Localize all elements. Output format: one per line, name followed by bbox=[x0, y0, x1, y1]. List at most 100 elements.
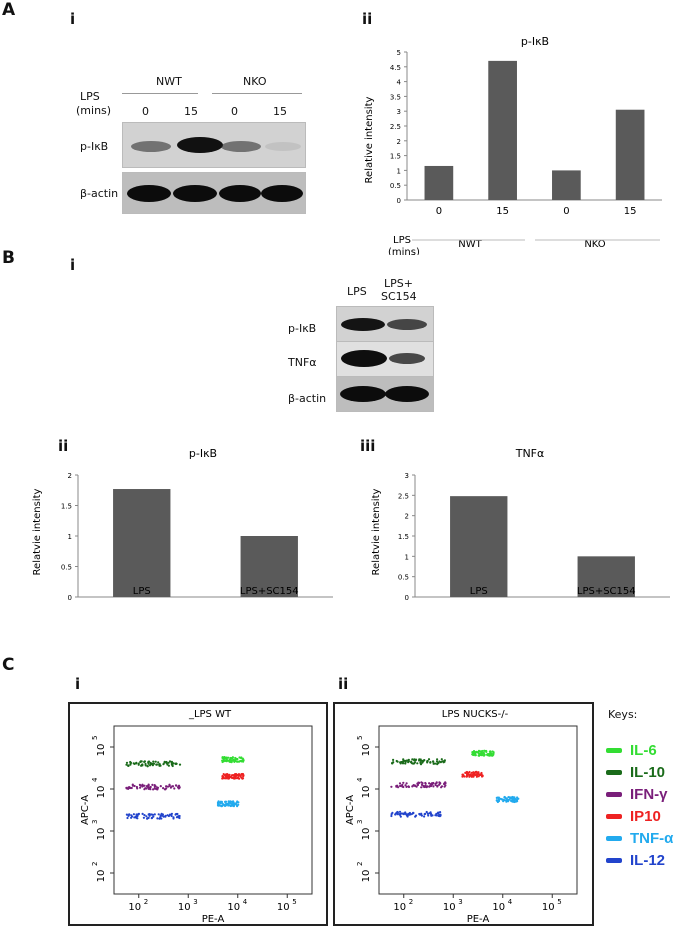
blot-a-actin-strip bbox=[122, 172, 306, 214]
flow-plot-i-event-dot bbox=[132, 762, 135, 765]
flow-plot-i-event-dot bbox=[235, 774, 238, 777]
flow-plot-ii-event-dot bbox=[394, 813, 397, 816]
flow-plot-i-event-dot bbox=[163, 760, 166, 763]
flow-plot-ii-event-dot bbox=[435, 812, 438, 815]
keys-title: Keys: bbox=[608, 708, 638, 721]
flow-plot-ii-event-dot bbox=[436, 758, 439, 761]
flow-plot-i-ytick-label: 10 bbox=[96, 870, 107, 883]
flow-plot-ii-xtick-label: 10 bbox=[492, 902, 505, 913]
flow-plot-i-event-dot bbox=[176, 815, 179, 818]
flow-plot-ii-event-dot bbox=[414, 758, 418, 761]
flow-plot-i-event-dot bbox=[221, 804, 224, 807]
flow-plot-i-event-dot bbox=[223, 756, 226, 759]
flow-plot-ii-xtick-label: 10 bbox=[443, 902, 456, 913]
flow-plot-ii-event-dot bbox=[433, 762, 437, 765]
flow-plot-ii-event-dot bbox=[425, 786, 428, 789]
flow-plot-i-event-dot bbox=[231, 759, 234, 762]
flow-plot-i-event-dot bbox=[126, 816, 129, 820]
key-swatch bbox=[606, 791, 622, 797]
chart-a-ii-xprefix2: (mins) bbox=[388, 247, 420, 255]
flow-plot-ii-event-dot bbox=[421, 759, 424, 762]
flow-plot-i-event-dot bbox=[125, 763, 128, 766]
panel-letter-b: B bbox=[2, 248, 15, 268]
flow-plot-i-event-dot bbox=[149, 785, 152, 789]
flow-plot-ii-event-dot bbox=[480, 773, 483, 776]
flow-plot-i-event-dot bbox=[173, 787, 176, 790]
flow-plot-i-event-dot bbox=[156, 786, 159, 789]
flow-plot-i-event-dot bbox=[167, 764, 170, 767]
flow-plot-ii-event-dot bbox=[404, 762, 407, 765]
flow-plot-i-event-dot bbox=[236, 777, 239, 780]
flow-plot-i-event-dot bbox=[135, 813, 138, 816]
flow-plot-ii-event-dot bbox=[435, 760, 439, 763]
flow-plot-i-event-dot bbox=[229, 759, 232, 762]
flow-plot-ii-event-dot bbox=[505, 797, 508, 800]
flow-plot-i-event-dot bbox=[133, 816, 136, 819]
flow-plot-i-event-dot bbox=[223, 777, 226, 780]
flow-plot-ii-event-dot bbox=[468, 773, 471, 776]
key-swatch bbox=[606, 769, 622, 775]
flow-plot-ii-event-dot bbox=[413, 761, 417, 764]
flow-plot-ii-event-dot bbox=[426, 812, 429, 815]
flow-plot-i-event-dot bbox=[147, 784, 150, 787]
flow-plot-i-event-dot bbox=[146, 765, 149, 768]
flow-plot-i-xtick-exp: 2 bbox=[144, 898, 148, 906]
flow-plot-i-event-dot bbox=[143, 760, 146, 763]
flow-plot-i-event-dot bbox=[227, 777, 230, 780]
flow-plot-i-event-dot bbox=[225, 803, 228, 807]
flow-plot-i-event-dot bbox=[156, 817, 159, 820]
chart-b-ii-bar bbox=[240, 536, 298, 597]
flow-plot-ii-event-dot bbox=[428, 812, 431, 815]
chart-a-ii-category-label: 0 bbox=[436, 206, 442, 217]
chart-b-iii-ytick-label: 1.5 bbox=[398, 533, 409, 541]
flow-plot-ii-plot-area bbox=[378, 725, 578, 895]
flow-plot-i-event-dot bbox=[223, 759, 226, 762]
flow-plot-ii-xlabel: PE-A bbox=[467, 914, 490, 922]
flow-plot-i-event-dot bbox=[168, 784, 171, 787]
blot-b-pikb-strip bbox=[336, 306, 434, 342]
flow-plot-ii-event-dot bbox=[401, 783, 404, 786]
chart-b-iii-ytick-label: 3 bbox=[405, 472, 409, 480]
flow-plot-ii-event-dot bbox=[399, 784, 402, 788]
key-label: TNF-α bbox=[630, 829, 674, 847]
blot-a-actin-band-4 bbox=[261, 185, 303, 202]
key-swatch bbox=[606, 813, 622, 819]
flow-plot-ii-event-dot bbox=[491, 750, 494, 753]
flow-plot-ii-event-dot bbox=[430, 782, 433, 785]
flow-plot-i-event-dot bbox=[137, 762, 140, 765]
blot-a-group-nwt: NWT bbox=[156, 75, 182, 88]
chart-a-ii-group-label: NKO bbox=[584, 239, 605, 250]
flow-plot-i-event-dot bbox=[228, 804, 231, 807]
panel-b-ii: ii bbox=[58, 437, 69, 455]
flow-plot-ii-event-dot bbox=[486, 753, 489, 756]
flow-plot-i-event-dot bbox=[143, 814, 146, 817]
flow-plot-i-event-dot bbox=[161, 813, 164, 816]
flow-plot-ii-event-dot bbox=[511, 800, 515, 803]
flow-plot-ii-event-dot bbox=[470, 774, 474, 778]
flow-plot-ii-event-dot bbox=[482, 751, 485, 754]
flow-plot-ii-event-dot bbox=[439, 782, 442, 785]
flow-plot-i-title: _LPS WT bbox=[188, 709, 232, 720]
chart-a-ii: p-IκB Relative intensity 0 0.5 1 1.5 2 2.5 3 3.… bbox=[364, 35, 662, 255]
blot-b-pikb-band-1 bbox=[341, 318, 385, 331]
flow-plot-i-event-dot bbox=[221, 756, 224, 759]
chart-a-ii-xprefix: LPS bbox=[393, 235, 411, 246]
flow-plot-ii-event-dot bbox=[411, 758, 414, 761]
flow-plot-ii-event-dot bbox=[439, 811, 442, 814]
flow-plot-i-event-dot bbox=[221, 760, 224, 764]
blot-a-lane-2: 15 bbox=[184, 105, 198, 118]
flow-plot-ii-event-dot bbox=[474, 770, 477, 774]
flow-plot-ii-event-dot bbox=[471, 752, 474, 756]
key-label: IL-12 bbox=[630, 851, 666, 869]
flow-plot-ii-event-dot bbox=[407, 761, 410, 764]
blot-b-lane-lps-plus: LPS+ bbox=[384, 277, 413, 290]
flow-plot-i-ytick-label: 10 bbox=[96, 786, 107, 799]
flow-plot-i-event-dot bbox=[169, 786, 172, 789]
chart-a-ii-ytick-label: 0.5 bbox=[390, 182, 401, 190]
key-item-il-6: IL-6 bbox=[606, 740, 657, 760]
flow-plot-ii-event-dot bbox=[405, 814, 408, 817]
flow-plot-i-event-dot bbox=[168, 760, 172, 763]
flow-plot-i-event-dot bbox=[164, 814, 167, 817]
flow-plot-ii-event-dot bbox=[420, 781, 423, 784]
chart-a-ii-ytick-label: 1.5 bbox=[390, 153, 401, 161]
